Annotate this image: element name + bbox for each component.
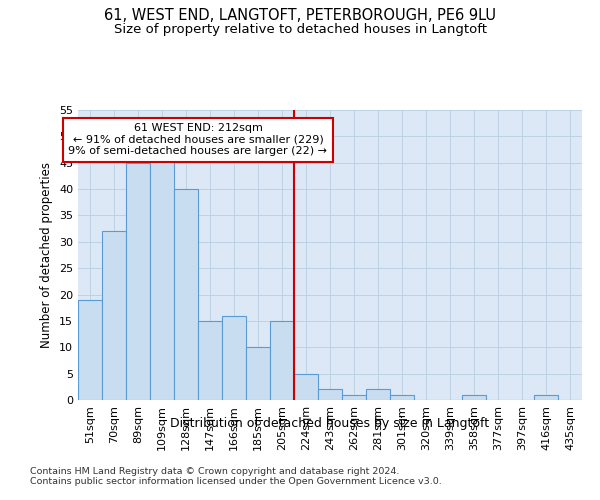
Bar <box>246 348 270 400</box>
Bar <box>462 394 486 400</box>
Bar <box>318 390 342 400</box>
Y-axis label: Number of detached properties: Number of detached properties <box>40 162 53 348</box>
Bar <box>102 232 126 400</box>
Text: 61, WEST END, LANGTOFT, PETERBOROUGH, PE6 9LU: 61, WEST END, LANGTOFT, PETERBOROUGH, PE… <box>104 8 496 22</box>
Text: Size of property relative to detached houses in Langtoft: Size of property relative to detached ho… <box>113 22 487 36</box>
Bar <box>390 394 414 400</box>
Bar <box>294 374 318 400</box>
Bar <box>198 321 222 400</box>
Bar <box>270 321 294 400</box>
Text: Contains public sector information licensed under the Open Government Licence v3: Contains public sector information licen… <box>30 478 442 486</box>
Bar <box>222 316 246 400</box>
Bar <box>174 189 198 400</box>
Bar <box>342 394 366 400</box>
Bar <box>366 390 390 400</box>
Bar <box>150 158 174 400</box>
Bar <box>78 300 102 400</box>
Text: 61 WEST END: 212sqm
← 91% of detached houses are smaller (229)
9% of semi-detach: 61 WEST END: 212sqm ← 91% of detached ho… <box>68 123 328 156</box>
Bar <box>534 394 558 400</box>
Text: Distribution of detached houses by size in Langtoft: Distribution of detached houses by size … <box>170 418 490 430</box>
Text: Contains HM Land Registry data © Crown copyright and database right 2024.: Contains HM Land Registry data © Crown c… <box>30 468 400 476</box>
Bar <box>126 162 150 400</box>
